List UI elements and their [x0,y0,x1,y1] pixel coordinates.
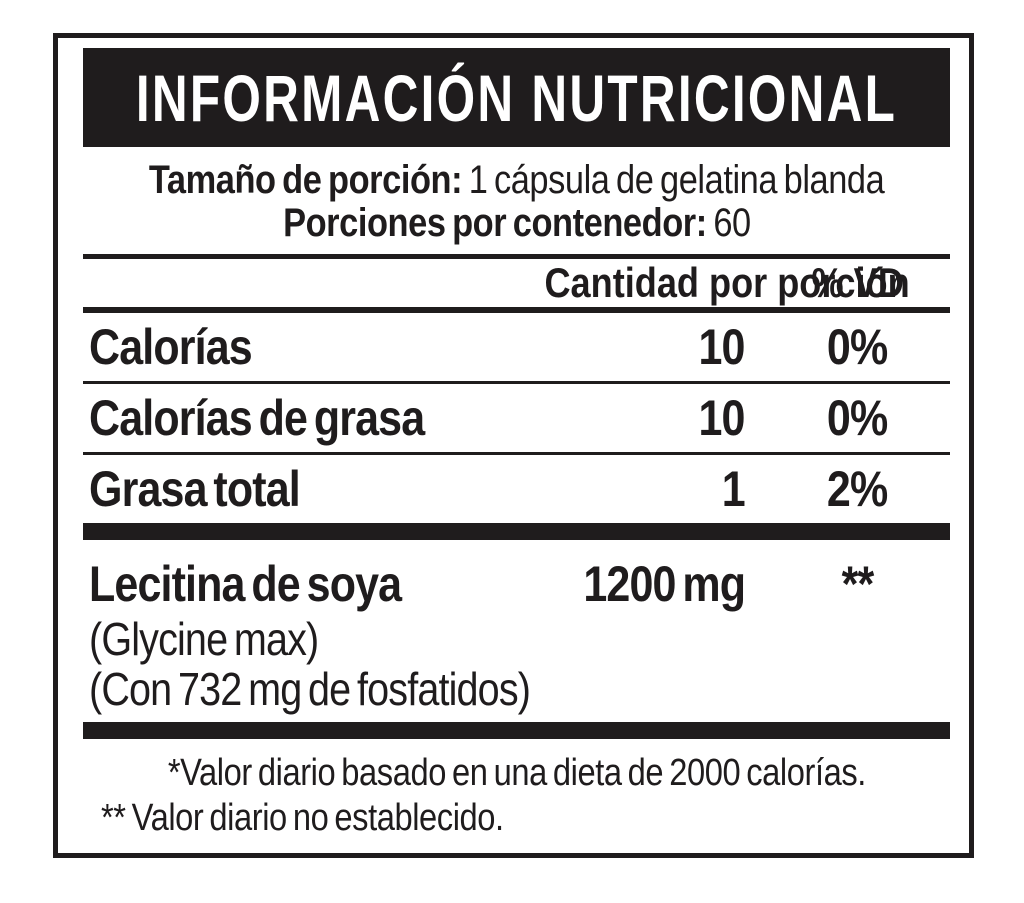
serving-info: Tamaño de porción: 1 cápsula de gelatina… [83,159,950,245]
supplement-name: Lecitina de soya [89,556,402,612]
servings-per-container-label: Porciones por contenedor: [282,201,707,245]
nutrient-amount: 1 [721,461,746,517]
nutrient-dv: 2% [827,461,888,517]
divider-medium-header [83,307,950,313]
column-header-row: Cantidad por porción % VD [83,259,950,307]
supplement-note-phosphatides: (Con 732 mg de fosfatidos) [89,663,531,715]
supplement-note-scientific: (Glycine max) [89,613,319,665]
divider-thin [83,381,950,384]
divider-thick-upper [83,523,950,540]
supplement-dv: ** [841,556,875,612]
title-bar: INFORMACIÓN NUTRICIONAL [83,48,950,147]
nutrient-name: Calorías [89,319,253,375]
serving-size-label: Tamaño de porción: [148,158,463,202]
dv-column-header: % VD [811,259,904,306]
nutrient-amount: 10 [698,319,746,375]
divider-thin [83,452,950,455]
footnote-daily-value: *Valor diario basado en una dieta de 200… [167,752,866,794]
servings-per-container-value: 60 [712,201,751,245]
amount-column-header: Cantidad por porción [544,259,910,306]
footnotes: *Valor diario basado en una dieta de 200… [83,751,950,841]
table-row: Calorías 10 0% [83,313,950,381]
nutrient-name: Calorías de grasa [89,390,425,446]
nutrient-amount: 10 [698,390,746,446]
nutrient-dv: 0% [827,390,888,446]
supplement-notes: (Glycine max) (Con 732 mg de fosfatidos) [83,614,950,714]
serving-size-line: Tamaño de porción: 1 cápsula de gelatina… [83,159,950,202]
supplement-amount: 1200 mg [583,556,746,612]
table-row: Calorías de grasa 10 0% [83,384,950,452]
panel-title: INFORMACIÓN NUTRICIONAL [135,60,898,135]
divider-medium-top [83,254,950,259]
serving-size-value: 1 cápsula de gelatina blanda [468,158,885,202]
nutrition-facts-panel: INFORMACIÓN NUTRICIONAL Tamaño de porció… [53,33,974,858]
nutrient-dv: 0% [827,319,888,375]
divider-thick-lower [83,722,950,739]
supplement-row: Lecitina de soya 1200 mg ** [83,558,950,610]
nutrient-name: Grasa total [89,461,301,517]
table-row: Grasa total 1 2% [83,455,950,523]
servings-per-container-line: Porciones por contenedor: 60 [83,202,950,245]
footnote-not-established: ** Valor diario no establecido. [101,797,504,839]
